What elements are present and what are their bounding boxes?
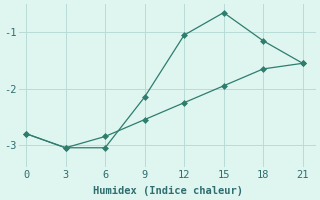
X-axis label: Humidex (Indice chaleur): Humidex (Indice chaleur) xyxy=(92,186,243,196)
